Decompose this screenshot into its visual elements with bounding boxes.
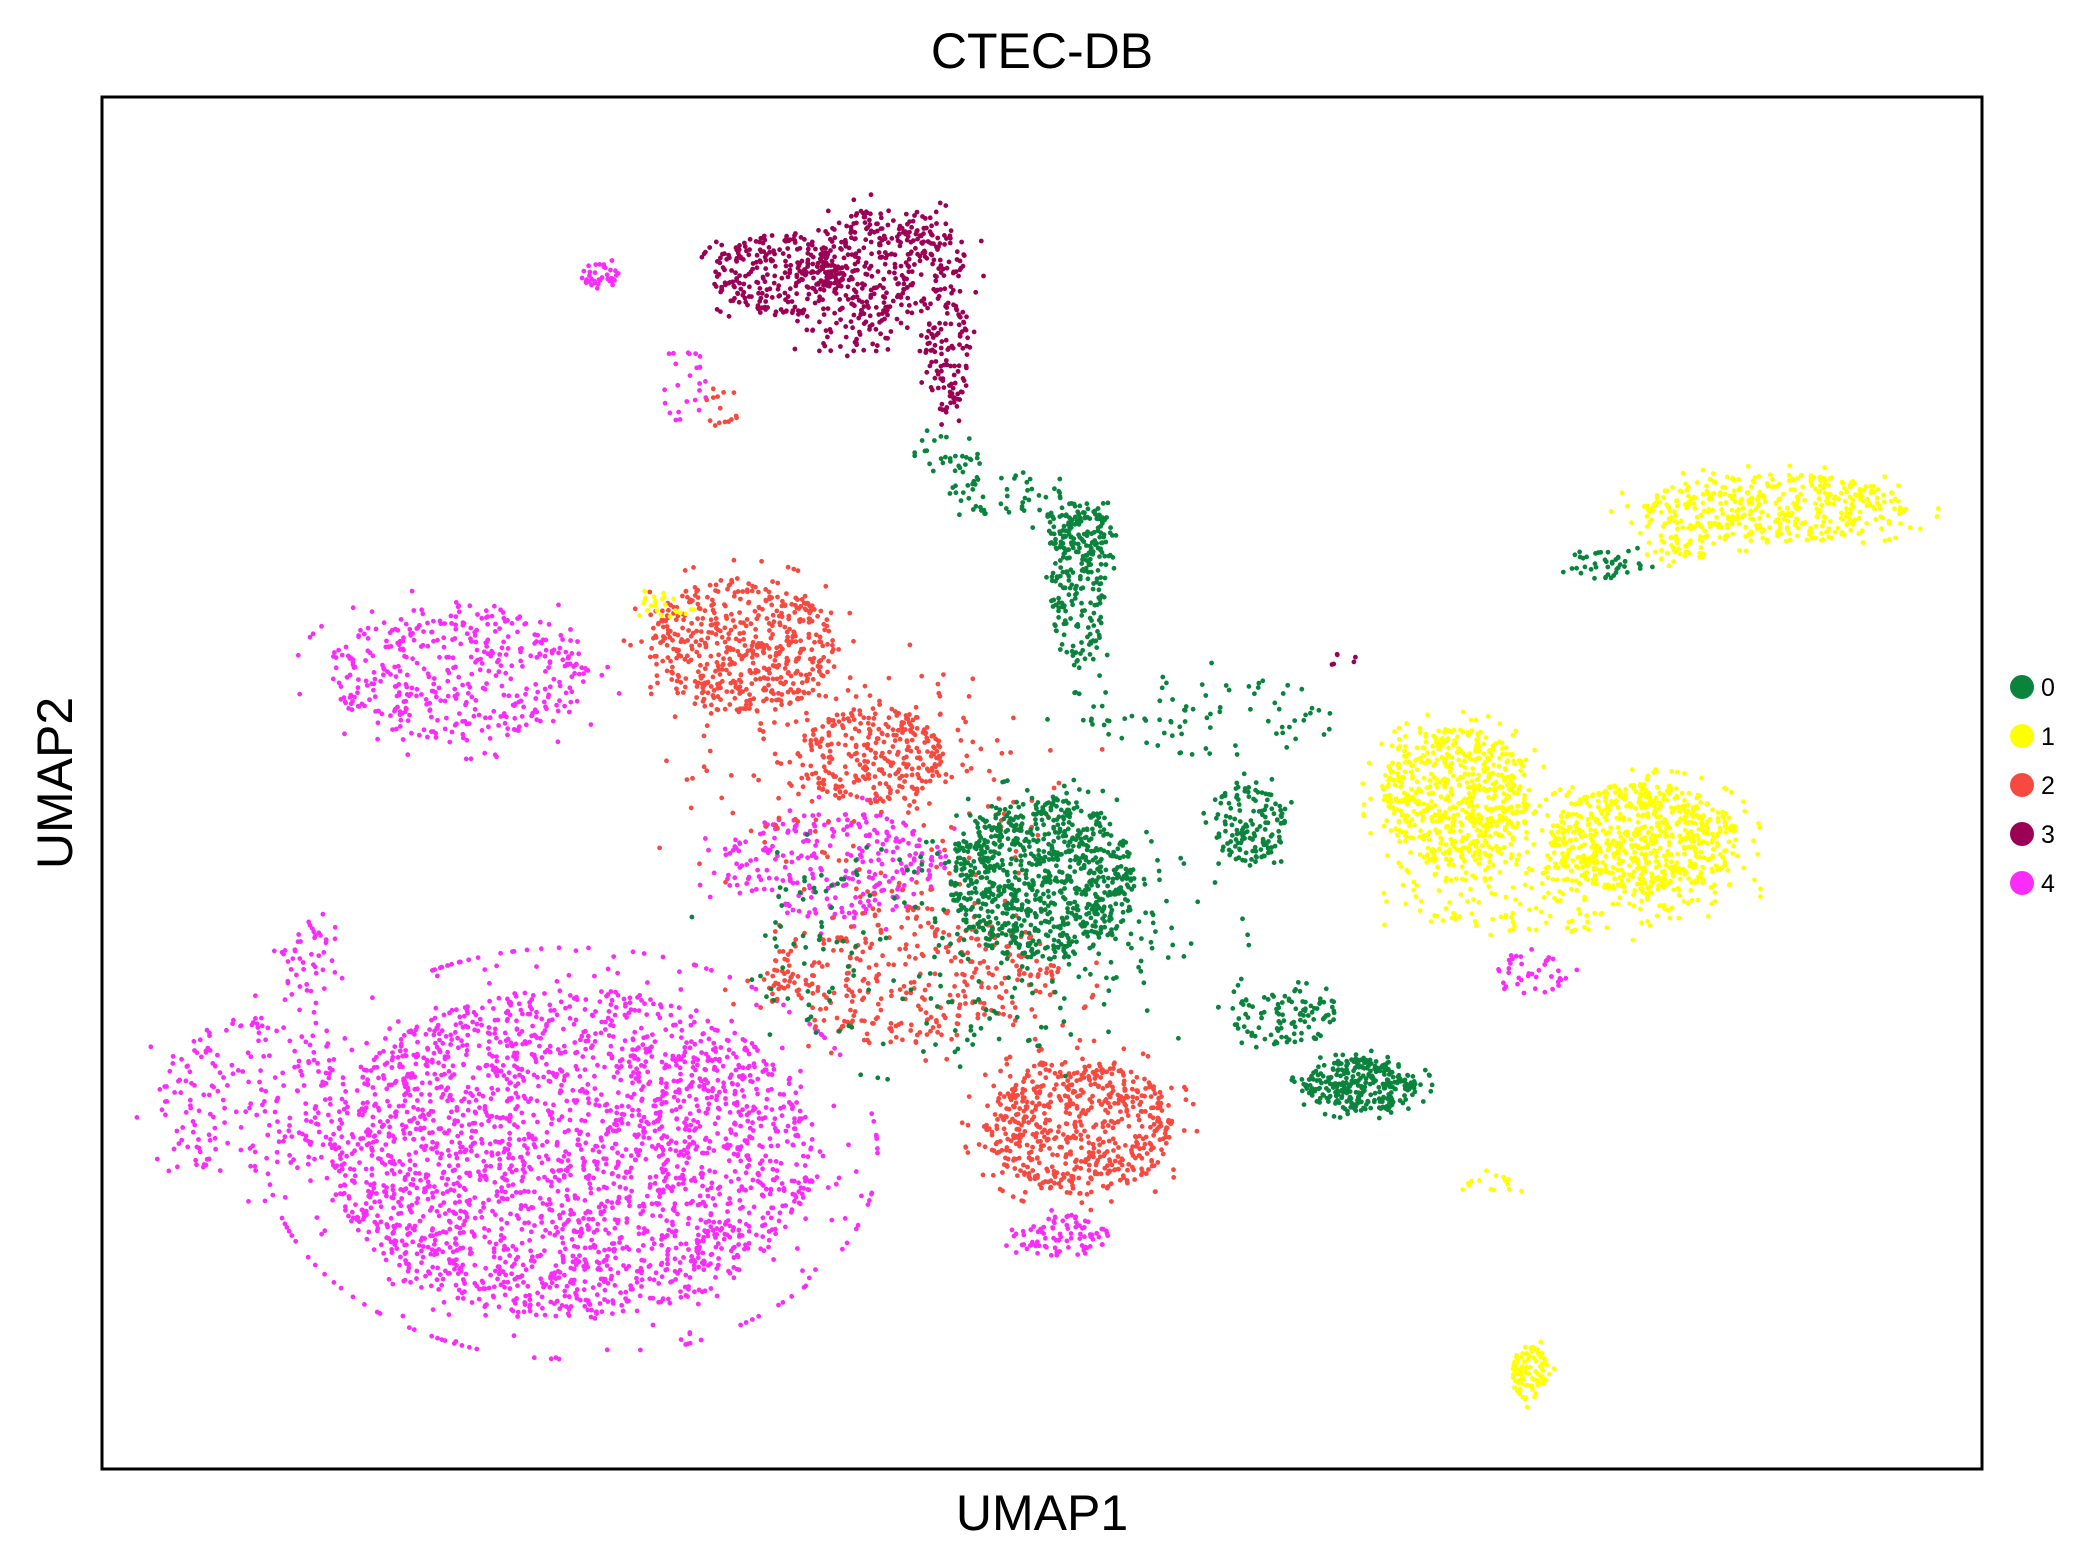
legend-item-0: 0: [2010, 674, 2055, 702]
legend-label-4: 4: [2041, 870, 2055, 898]
legend-marker-1: [2010, 724, 2034, 748]
legend-marker-0: [2010, 675, 2034, 699]
legend-label-2: 2: [2041, 772, 2055, 800]
legend: 0 1 2 3 4: [2010, 674, 2055, 898]
legend-item-1: 1: [2010, 723, 2055, 751]
legend-item-2: 2: [2010, 772, 2055, 800]
y-axis-label: UMAP2: [27, 697, 83, 869]
legend-item-4: 4: [2010, 870, 2055, 898]
chart-title: CTEC-DB: [931, 23, 1153, 79]
legend-label-0: 0: [2041, 674, 2055, 702]
legend-label-3: 3: [2041, 821, 2055, 849]
plot-frame: [100, 95, 1984, 1471]
legend-item-3: 3: [2010, 821, 2055, 849]
legend-marker-2: [2010, 773, 2034, 797]
legend-marker-4: [2010, 871, 2034, 895]
scatter-points: [134, 192, 1941, 1410]
x-axis-label: UMAP1: [956, 1485, 1128, 1541]
legend-marker-3: [2010, 822, 2034, 846]
cluster-3-points: [699, 192, 1358, 667]
legend-label-1: 1: [2041, 723, 2055, 751]
